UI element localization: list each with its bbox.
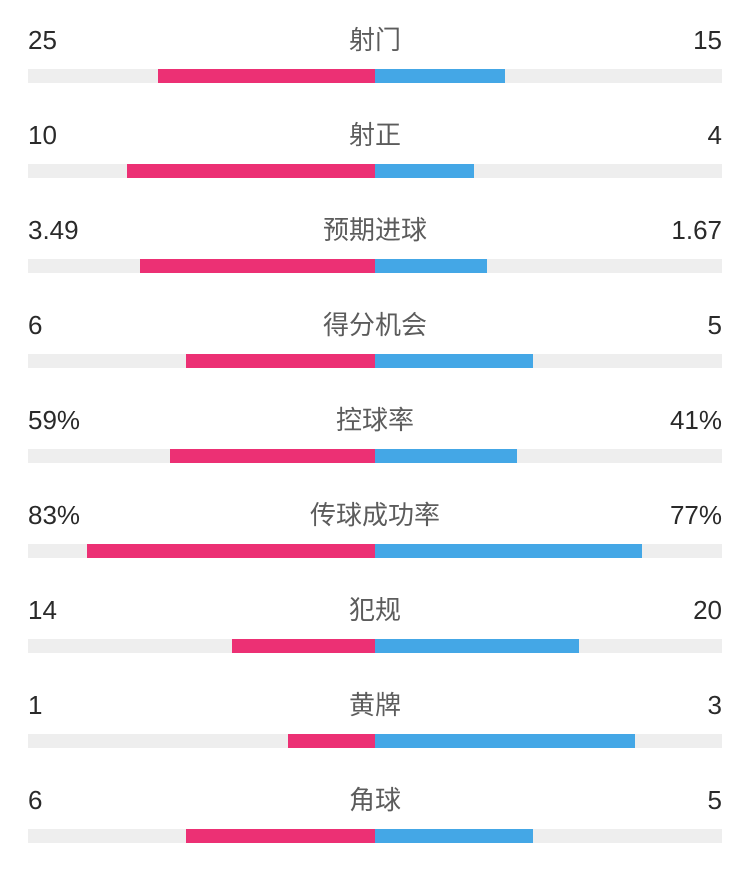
stat-right-value: 1.67 bbox=[642, 215, 722, 246]
stat-bar-left-fill bbox=[87, 544, 375, 558]
stat-header: 59% 控球率 41% bbox=[28, 400, 722, 437]
stat-row: 3.49 预期进球 1.67 bbox=[28, 210, 722, 273]
stat-bar-left-half bbox=[28, 259, 375, 273]
stat-left-value: 1 bbox=[28, 690, 108, 721]
stat-bar-left-fill bbox=[186, 829, 375, 843]
stat-row: 59% 控球率 41% bbox=[28, 400, 722, 463]
stat-bar-right-fill bbox=[375, 449, 517, 463]
stat-left-value: 3.49 bbox=[28, 215, 108, 246]
stat-bar-right-half bbox=[375, 259, 722, 273]
stat-header: 3.49 预期进球 1.67 bbox=[28, 210, 722, 247]
stat-right-value: 20 bbox=[642, 595, 722, 626]
stat-bar-right-half bbox=[375, 164, 722, 178]
stat-bar-left-half bbox=[28, 639, 375, 653]
stat-bar-left-fill bbox=[170, 449, 375, 463]
stat-header: 1 黄牌 3 bbox=[28, 685, 722, 722]
stat-bar-track bbox=[28, 69, 722, 83]
stat-right-value: 5 bbox=[642, 785, 722, 816]
stat-bar-right-fill bbox=[375, 259, 487, 273]
stat-row: 1 黄牌 3 bbox=[28, 685, 722, 748]
stat-header: 14 犯规 20 bbox=[28, 590, 722, 627]
stat-label: 得分机会 bbox=[108, 305, 642, 342]
stat-bar-track bbox=[28, 734, 722, 748]
stat-bar-left-fill bbox=[158, 69, 375, 83]
stat-bar-right-half bbox=[375, 639, 722, 653]
stat-right-value: 4 bbox=[642, 120, 722, 151]
stat-right-value: 5 bbox=[642, 310, 722, 341]
stat-bar-right-fill bbox=[375, 829, 533, 843]
stat-bar-right-half bbox=[375, 354, 722, 368]
stat-bar-left-fill bbox=[127, 164, 375, 178]
stat-bar-track bbox=[28, 259, 722, 273]
stat-bar-track bbox=[28, 164, 722, 178]
stat-label: 控球率 bbox=[108, 400, 642, 437]
stat-right-value: 77% bbox=[642, 500, 722, 531]
stat-bar-left-fill bbox=[288, 734, 375, 748]
stat-label: 黄牌 bbox=[108, 685, 642, 722]
stat-label: 预期进球 bbox=[108, 210, 642, 247]
stat-label: 射正 bbox=[108, 115, 642, 152]
stat-left-value: 10 bbox=[28, 120, 108, 151]
stat-header: 83% 传球成功率 77% bbox=[28, 495, 722, 532]
stat-row: 14 犯规 20 bbox=[28, 590, 722, 653]
stat-bar-track bbox=[28, 829, 722, 843]
stat-bar-right-half bbox=[375, 69, 722, 83]
stat-label: 传球成功率 bbox=[108, 495, 642, 532]
stat-bar-right-fill bbox=[375, 639, 579, 653]
match-stats-panel: 25 射门 15 10 射正 4 bbox=[0, 0, 750, 885]
stat-bar-left-fill bbox=[186, 354, 375, 368]
stat-label: 射门 bbox=[108, 20, 642, 57]
stat-bar-right-fill bbox=[375, 69, 505, 83]
stat-bar-track bbox=[28, 449, 722, 463]
stat-row: 25 射门 15 bbox=[28, 20, 722, 83]
stat-bar-left-half bbox=[28, 449, 375, 463]
stat-bar-right-fill bbox=[375, 734, 635, 748]
stat-right-value: 3 bbox=[642, 690, 722, 721]
stat-bar-left-half bbox=[28, 544, 375, 558]
stat-bar-right-half bbox=[375, 449, 722, 463]
stat-header: 25 射门 15 bbox=[28, 20, 722, 57]
stat-left-value: 59% bbox=[28, 405, 108, 436]
stat-bar-right-half bbox=[375, 829, 722, 843]
stat-bar-left-half bbox=[28, 734, 375, 748]
stat-bar-right-half bbox=[375, 734, 722, 748]
stat-row: 10 射正 4 bbox=[28, 115, 722, 178]
stat-row: 6 角球 5 bbox=[28, 780, 722, 843]
stat-left-value: 6 bbox=[28, 310, 108, 341]
stat-right-value: 15 bbox=[642, 25, 722, 56]
stat-label: 犯规 bbox=[108, 590, 642, 627]
stat-bar-left-half bbox=[28, 164, 375, 178]
stat-label: 角球 bbox=[108, 780, 642, 817]
stat-bar-left-half bbox=[28, 69, 375, 83]
stat-bar-track bbox=[28, 544, 722, 558]
stat-bar-track bbox=[28, 354, 722, 368]
stat-bar-left-half bbox=[28, 354, 375, 368]
stat-right-value: 41% bbox=[642, 405, 722, 436]
stat-bar-track bbox=[28, 639, 722, 653]
stat-bar-left-fill bbox=[232, 639, 375, 653]
stat-left-value: 83% bbox=[28, 500, 108, 531]
stat-left-value: 25 bbox=[28, 25, 108, 56]
stat-bar-left-half bbox=[28, 829, 375, 843]
stat-row: 83% 传球成功率 77% bbox=[28, 495, 722, 558]
stat-bar-right-fill bbox=[375, 164, 474, 178]
stat-header: 10 射正 4 bbox=[28, 115, 722, 152]
stat-bar-right-fill bbox=[375, 354, 533, 368]
stat-bar-right-half bbox=[375, 544, 722, 558]
stat-bar-right-fill bbox=[375, 544, 642, 558]
stat-row: 6 得分机会 5 bbox=[28, 305, 722, 368]
stat-header: 6 得分机会 5 bbox=[28, 305, 722, 342]
stat-left-value: 14 bbox=[28, 595, 108, 626]
stat-header: 6 角球 5 bbox=[28, 780, 722, 817]
stat-bar-left-fill bbox=[140, 259, 375, 273]
stat-left-value: 6 bbox=[28, 785, 108, 816]
